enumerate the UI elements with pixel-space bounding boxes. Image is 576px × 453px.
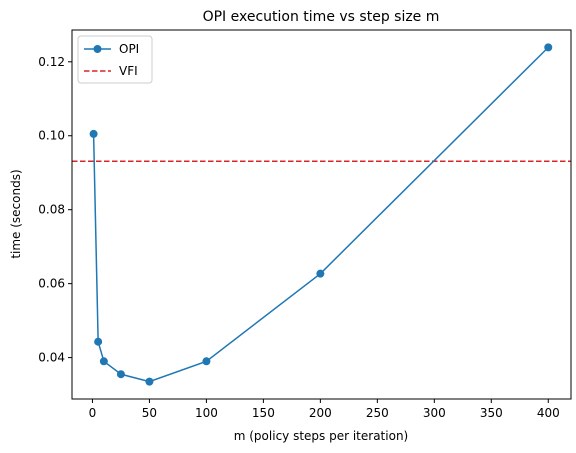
y-tick-label: 0.08 (38, 203, 65, 217)
opi-point (94, 337, 103, 346)
x-axis-label: m (policy steps per iteration) (234, 429, 408, 443)
x-tick-label: 0 (89, 406, 97, 420)
x-tick-label: 300 (423, 406, 446, 420)
legend-box (77, 35, 153, 84)
y-tick-label: 0.12 (38, 55, 65, 69)
opi-point (99, 357, 108, 366)
y-axis-label: time (seconds) (9, 169, 23, 258)
opi-point (316, 269, 325, 278)
legend: OPI VFI (77, 35, 153, 84)
y-tick-label: 0.10 (38, 129, 65, 143)
opi-point (202, 357, 211, 366)
x-tick-label: 100 (195, 406, 218, 420)
opi-point (544, 43, 553, 52)
x-tick-label: 50 (142, 406, 157, 420)
opi-point (89, 129, 98, 138)
opi-point (145, 377, 154, 386)
x-tick-label: 400 (537, 406, 560, 420)
x-tick-label: 250 (366, 406, 389, 420)
plot-area (72, 43, 571, 386)
x-tick-label: 350 (480, 406, 503, 420)
legend-opi-marker (93, 45, 102, 53)
axis-ticks: 0 50 100 150 200 250 300 350 400 0.04 0.06 0.08 0.10… (38, 55, 559, 420)
opi-point (116, 370, 125, 379)
x-tick-label: 200 (309, 406, 332, 420)
chart-title: OPI execution time vs step size m (203, 9, 440, 25)
legend-vfi-label: VFI (119, 64, 138, 78)
legend-opi-label: OPI (119, 42, 139, 56)
y-tick-label: 0.06 (38, 277, 65, 291)
axes-frame (71, 29, 572, 400)
y-tick-label: 0.04 (38, 351, 65, 365)
x-tick-label: 150 (252, 406, 275, 420)
